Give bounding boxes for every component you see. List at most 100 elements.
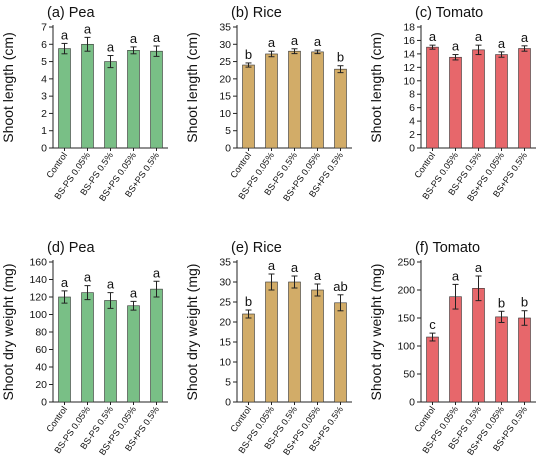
significance-letter: a	[84, 21, 92, 36]
significance-letter: a	[107, 40, 115, 55]
y-tick-label: 35	[219, 22, 231, 34]
y-tick-label: 30	[219, 277, 231, 289]
bar	[334, 302, 347, 403]
y-tick-label: 0	[409, 397, 415, 409]
y-tick-label: 15	[219, 91, 231, 103]
y-tick-label: 1	[41, 125, 47, 137]
bar	[518, 317, 531, 403]
significance-letter: a	[84, 270, 92, 285]
bar	[472, 49, 485, 149]
y-tick-label: 200	[397, 285, 415, 297]
significance-letter: a	[107, 277, 115, 292]
bar	[150, 50, 163, 149]
y-tick-label: 40	[35, 362, 47, 374]
y-tick-label: 10	[403, 75, 415, 87]
significance-letter: b	[521, 295, 528, 310]
y-tick-label: 25	[219, 297, 231, 309]
significance-letter: a	[130, 285, 138, 300]
y-axis-label: Shoot dry weight (mg)	[0, 264, 16, 401]
y-tick-label: 100	[397, 341, 415, 353]
y-tick-label: 14	[403, 48, 415, 60]
significance-letter: a	[130, 31, 138, 46]
significance-letter: a	[153, 265, 161, 280]
bar	[150, 288, 163, 403]
y-tick-label: 0	[225, 397, 231, 409]
panel-title: (a) Pea	[47, 5, 95, 21]
y-tick-label: 18	[403, 22, 415, 34]
y-tick-label: 160	[29, 257, 47, 269]
y-axis-label: Shoot dry weight (mg)	[368, 264, 384, 401]
y-tick-label: 4	[409, 116, 415, 128]
bar	[104, 300, 117, 403]
significance-letter: a	[521, 30, 529, 45]
y-tick-label: 120	[29, 292, 47, 304]
y-tick-label: 8	[409, 89, 415, 101]
significance-letter: ab	[333, 279, 347, 294]
y-tick-label: 2	[41, 108, 47, 120]
y-tick-label: 20	[219, 317, 231, 329]
y-axis-label: Shoot dry weight (mg)	[184, 264, 200, 401]
y-tick-label: 80	[35, 327, 47, 339]
y-tick-label: 5	[225, 377, 231, 389]
bar	[288, 50, 301, 149]
y-tick-label: 140	[29, 274, 47, 286]
y-tick-label: 20	[35, 379, 47, 391]
panel-title: (e) Rice	[231, 240, 282, 256]
bar	[426, 46, 439, 149]
significance-letter: b	[337, 50, 344, 65]
significance-letter: a	[475, 29, 483, 44]
y-tick-label: 12	[403, 62, 415, 74]
panel-title: (d) Pea	[47, 240, 95, 256]
significance-letter: a	[314, 34, 322, 49]
y-tick-label: 4	[41, 73, 47, 85]
y-tick-label: 0	[409, 143, 415, 155]
bar	[311, 51, 324, 149]
significance-letter: a	[61, 275, 69, 290]
y-tick-label: 60	[35, 344, 47, 356]
bar	[311, 289, 324, 403]
bar	[81, 292, 94, 403]
significance-letter: a	[452, 39, 460, 54]
significance-letter: a	[475, 260, 483, 275]
significance-letter: a	[153, 30, 161, 45]
y-tick-label: 0	[225, 143, 231, 155]
bar	[58, 296, 71, 403]
y-tick-label: 5	[41, 56, 47, 68]
bar	[242, 313, 255, 403]
y-tick-label: 35	[219, 257, 231, 269]
y-tick-label: 7	[41, 22, 47, 34]
panel-title: (c) Tomato	[415, 5, 483, 21]
bar	[127, 50, 140, 149]
significance-letter: a	[268, 35, 276, 50]
significance-letter: a	[291, 33, 299, 48]
y-tick-label: 10	[219, 357, 231, 369]
bar	[288, 281, 301, 403]
bar	[472, 288, 485, 403]
significance-letter: b	[245, 47, 252, 62]
bar	[127, 305, 140, 403]
bar	[449, 56, 462, 149]
y-tick-label: 20	[219, 73, 231, 85]
bar	[104, 61, 117, 149]
bar	[265, 53, 278, 149]
bar	[426, 336, 439, 403]
significance-letter: a	[498, 36, 506, 51]
y-axis-label: Shoot length (cm)	[368, 32, 384, 143]
significance-letter: a	[429, 29, 437, 44]
y-tick-label: 250	[397, 257, 415, 269]
y-tick-label: 150	[397, 313, 415, 325]
y-tick-label: 5	[225, 125, 231, 137]
bar	[334, 68, 347, 149]
significance-letter: a	[452, 268, 460, 283]
chart-panel-1: (b) Rice Shoot length (cm) 0 5 10 15 20 25 30 35 b…	[184, 5, 352, 203]
chart-panel-3: (d) Pea Shoot dry weight (mg) 0 20 40 60 80 100…	[0, 240, 168, 457]
significance-letter: b	[245, 294, 252, 309]
panel-title: (b) Rice	[231, 5, 282, 21]
y-tick-label: 2	[409, 129, 415, 141]
bar	[265, 281, 278, 403]
y-axis-label: Shoot length (cm)	[184, 32, 200, 143]
